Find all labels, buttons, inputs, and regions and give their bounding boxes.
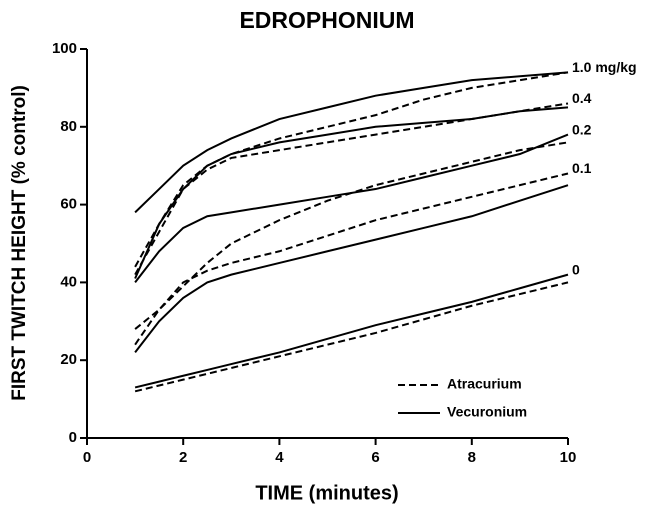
x-axis-label: TIME (minutes) [255, 482, 398, 504]
y-tick-label: 80 [60, 118, 77, 135]
y-tick-label: 100 [52, 40, 77, 57]
series-label: 1.0 mg/kg [572, 59, 637, 75]
series-line [134, 273, 569, 389]
series-line [134, 106, 569, 279]
series-line [134, 172, 569, 346]
series-line [134, 71, 569, 214]
x-tick-label: 8 [468, 449, 476, 466]
x-tick-label: 4 [275, 449, 284, 466]
series-label: 0.2 [572, 121, 592, 137]
y-tick-label: 60 [60, 196, 77, 213]
y-axis-label: FIRST TWITCH HEIGHT (% control) [9, 85, 30, 401]
series-line [134, 133, 569, 284]
x-tick-label: 0 [83, 449, 91, 466]
y-tick-label: 40 [60, 273, 77, 290]
legend-label: Vecuronium [447, 404, 527, 420]
chart-title: EDROPHONIUM [239, 7, 414, 33]
series-label: 0.1 [572, 160, 592, 176]
x-tick-label: 10 [560, 449, 577, 466]
series-label: 0 [572, 261, 580, 277]
x-tick-label: 6 [371, 449, 379, 466]
series-label: 0.4 [572, 90, 592, 106]
y-tick-label: 20 [60, 351, 77, 368]
x-tick-label: 2 [179, 449, 187, 466]
y-tick-label: 0 [69, 429, 77, 446]
series-line [134, 184, 569, 354]
legend-label: Atracurium [447, 376, 522, 392]
series-line [134, 71, 569, 268]
series-line [134, 281, 569, 393]
series-line [134, 141, 569, 330]
